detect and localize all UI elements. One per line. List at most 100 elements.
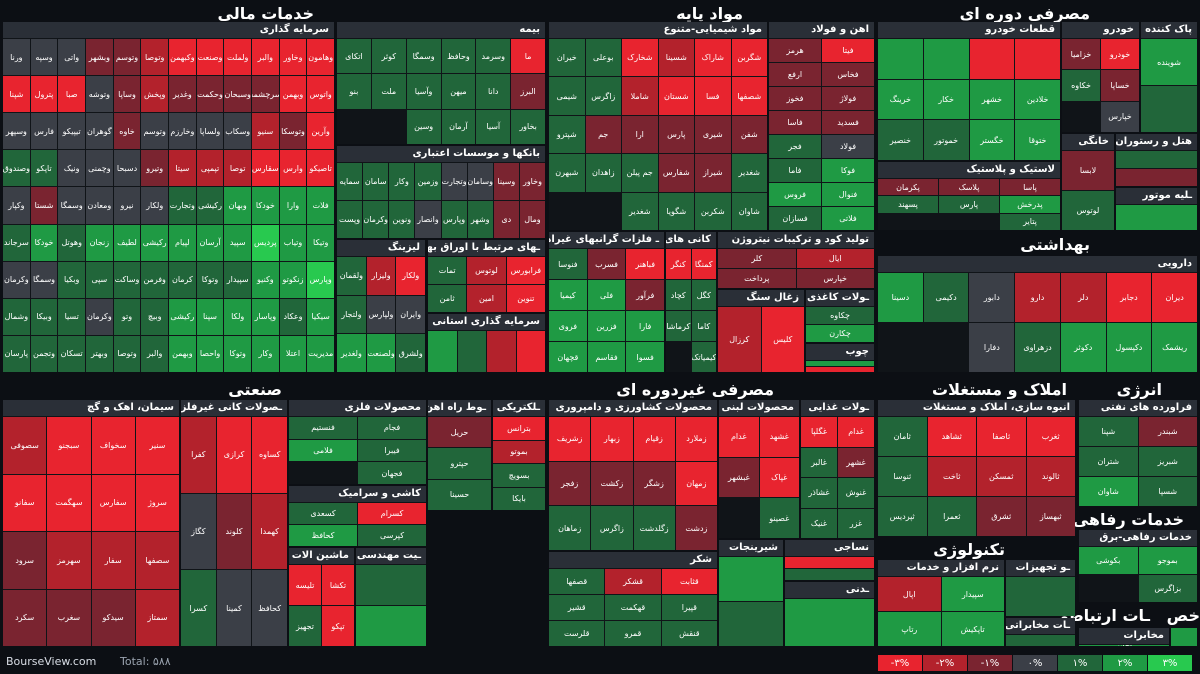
stock-tile[interactable]: کرماشا [666,311,691,341]
stock-tile[interactable]: وغدیر [169,76,196,113]
stock-tile[interactable]: فلات [307,187,334,224]
sector-machinery[interactable]: ماشین الات تکشا تلیسه تپکو تجهیز [289,548,354,646]
stock-tile[interactable]: بوعلی [585,39,621,77]
stock-tile[interactable]: ولملت [224,39,252,76]
stock-tile[interactable]: وتوصا [113,335,141,372]
stock-tile[interactable]: غدام [838,417,874,447]
stock-tile[interactable]: وارس [279,150,307,187]
stock-tile[interactable]: وکار [252,335,279,372]
stock-tile[interactable]: فارا [626,311,664,341]
stock-tile[interactable]: وتوسکا [279,113,307,150]
stock-tile[interactable]: ثشرق [977,497,1026,536]
stock-tile[interactable]: فسا [695,77,731,115]
sector-dairy[interactable]: محصولات لبنی غشهد غدام غپاک غبشهر غصینو [719,400,799,538]
stock-tile[interactable]: غنیک [801,508,837,538]
stock-tile[interactable]: پتایر [1000,213,1060,230]
sector-mining-small[interactable]: ـدنی [785,582,874,646]
stock-tile[interactable]: فلامی [289,439,357,462]
stock-tile[interactable]: بزاگرس [1138,575,1197,602]
stock-tile[interactable]: سامان [363,163,389,200]
stock-tile[interactable]: حسینا [428,479,491,510]
stock-tile[interactable]: وخارزم [169,113,196,150]
stock-tile[interactable]: خپارس [796,269,874,288]
stock-tile[interactable]: شگربن [731,39,767,77]
stock-tile[interactable]: اپال [878,577,941,611]
sector-food[interactable]: ـولات غذایی غدام غگلپا غشهر غالبر غنوش غشاذر غز… [801,400,874,538]
stock-tile[interactable]: زشریف [549,417,591,461]
stock-tile[interactable]: ثالوند [1026,457,1075,496]
stock-tile[interactable]: تجهیز [289,606,321,646]
stock-tile[interactable]: وارا [279,187,307,224]
stock-tile[interactable]: ولتجار [337,295,366,334]
stock-tile[interactable] [1015,39,1060,79]
stock-tile[interactable]: بخاور [511,109,545,144]
stock-tile[interactable]: وتوسم [113,39,141,76]
sector-precious-metals[interactable]: ـ فلزات گرانبهای غیراهنفباهنرفسربفنوسا فر… [549,232,664,372]
stock-tile[interactable]: چکارن [806,325,874,342]
stock-tile[interactable]: خودکا [252,187,279,224]
stock-tile[interactable]: خساپا [1101,70,1139,101]
stock-tile[interactable]: وپارس [441,201,467,238]
stock-tile[interactable]: وحکمت [196,76,224,113]
stock-tile[interactable]: پارس [658,115,694,154]
stock-tile[interactable]: فنستیم [289,417,357,439]
stock-tile[interactable]: ثامن [428,285,467,312]
stock-tile[interactable]: حپترو [428,448,491,479]
stock-tile[interactable]: اتکای [337,39,371,74]
stock-tile[interactable]: ثامان [878,417,927,456]
stock-tile[interactable]: بسویچ [493,464,545,487]
stock-tile[interactable]: وبکیا [58,261,86,298]
stock-tile[interactable]: سبجنو [47,417,91,474]
stock-tile[interactable]: خودرو [1101,39,1139,70]
stock-tile[interactable]: غزر [838,508,874,538]
stock-tile[interactable]: وتجمن [30,335,58,372]
stock-tile[interactable]: وسمگا [58,187,86,224]
stock-tile[interactable]: فروس [769,183,821,206]
stock-tile[interactable]: وتوشه [86,76,113,113]
stock-tile[interactable]: وتوسم [141,113,169,150]
stock-tile[interactable]: ولقمان [337,257,366,295]
stock-tile[interactable]: ولکار [396,257,425,295]
stock-tile[interactable]: وبهمن [169,335,196,372]
stock-tile[interactable]: سفانو [3,474,47,531]
stock-tile[interactable] [1116,205,1197,230]
stock-tile[interactable] [516,331,545,372]
stock-tile[interactable]: کرمان [169,261,196,298]
stock-tile[interactable]: خپارس [1101,101,1139,132]
stock-tile[interactable]: قشکر [605,569,661,594]
stock-tile[interactable]: فلی [587,280,626,310]
stock-tile[interactable]: خنصیر [878,120,923,160]
stock-tile[interactable]: زاهدان [585,154,621,192]
stock-tile[interactable] [1006,577,1075,616]
stock-tile[interactable]: وسین [406,109,441,144]
stock-tile[interactable]: غشهر [838,447,874,477]
stock-tile[interactable]: مدیریت [307,335,334,372]
stock-tile[interactable]: شبندر [1138,417,1197,446]
stock-tile[interactable]: وبهان [224,187,252,224]
stock-tile[interactable]: آرمان [441,109,476,144]
stock-tile[interactable]: کسرا [181,570,216,646]
stock-tile[interactable]: ملت [371,74,406,109]
stock-tile[interactable]: وسامان [467,163,493,200]
stock-tile[interactable]: سیتا [169,150,196,187]
stock-tile[interactable]: تکشا [322,565,354,605]
sector-leasing[interactable]: لیزینگ ولکار ولیزار ولقمان وایران ولپارس ولتجا… [337,240,425,372]
stock-tile[interactable]: خودکا [30,224,58,261]
stock-tile[interactable]: ومال [519,201,545,238]
sector-agriculture[interactable]: محصولات کشاورزی و دامپروری زملارد زقیام زبه… [549,400,717,550]
stock-tile[interactable]: شیری [695,115,731,154]
stock-tile[interactable]: سفارس [91,474,135,531]
sector-steel[interactable]: اهن و فولاد فیتا هرمز فخاس ارفع فولاژ فخوز فسدی… [769,22,874,230]
stock-tile[interactable]: غبشهر [719,457,759,498]
sector-provincial-investment[interactable]: سرمایه گذاری استانی [428,314,545,372]
stock-tile[interactable]: کحافظ [252,570,287,646]
stock-tile[interactable]: شتران [1079,447,1138,476]
stock-tile[interactable]: والبر [252,39,279,76]
stock-tile[interactable]: وسمگا [30,261,58,298]
sector-textile[interactable]: نساجی [785,540,874,580]
stock-tile[interactable]: شیمی [549,77,585,115]
stock-tile[interactable] [457,331,486,372]
sector-real-estate[interactable]: انبوه سازی، املاک و مستغلات ثغرب ثاصفا ثشاه… [878,400,1075,536]
stock-tile[interactable]: فرابورس [506,257,545,284]
stock-tile[interactable]: وهوتل [58,224,86,261]
